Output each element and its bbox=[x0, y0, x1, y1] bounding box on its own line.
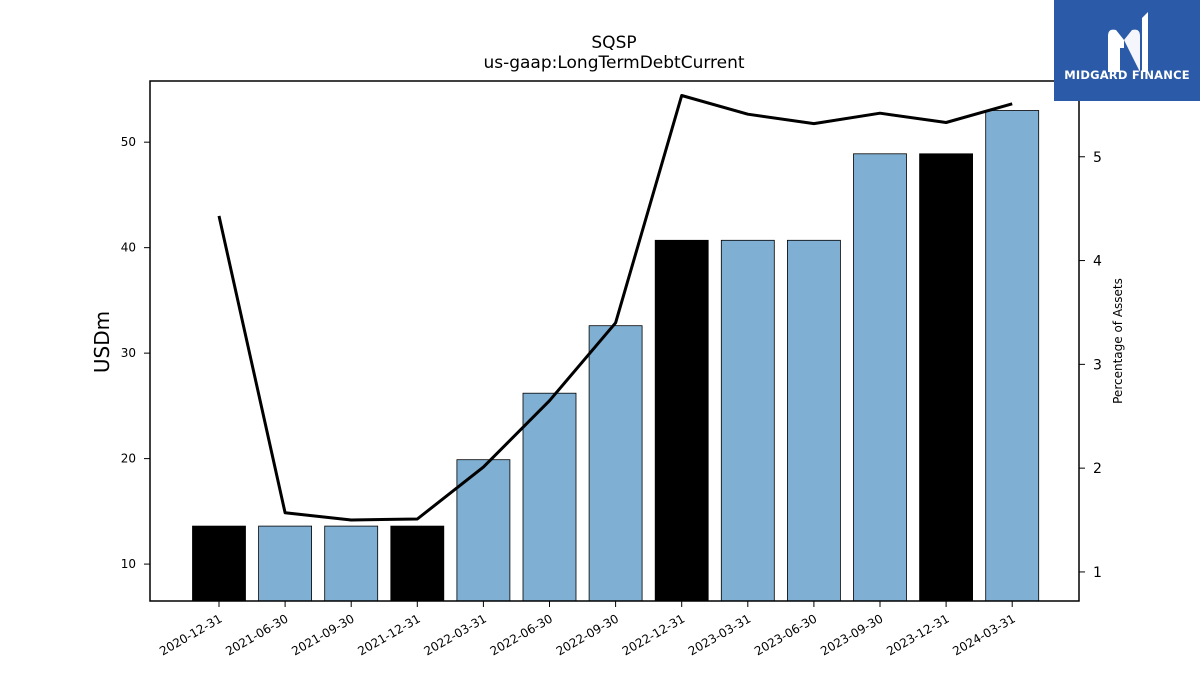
chart-title: SQSP bbox=[591, 33, 636, 53]
bar bbox=[324, 525, 379, 602]
logo-mark-icon bbox=[1108, 12, 1148, 73]
y-tick-label: 10 bbox=[121, 557, 136, 571]
plot-frame bbox=[149, 80, 1080, 602]
x-axis: 2020-12-312021-06-302021-09-302021-12-31… bbox=[157, 601, 1018, 658]
y-axis-label: USDm bbox=[90, 311, 114, 373]
x-tick-label: 2023-12-31 bbox=[884, 611, 951, 658]
x-tick-label: 2021-09-30 bbox=[289, 611, 356, 658]
bar bbox=[192, 525, 246, 602]
y-axis-left: 10 20 30 40 50 bbox=[121, 135, 150, 571]
bar bbox=[456, 459, 511, 602]
bar bbox=[522, 392, 577, 602]
x-tick-label: 2023-09-30 bbox=[818, 611, 885, 658]
logo-text: MIDGARD FINANCE bbox=[1064, 68, 1190, 82]
x-tick-label: 2022-12-31 bbox=[620, 611, 687, 658]
y-tick-label: 20 bbox=[121, 452, 136, 466]
bar bbox=[654, 239, 709, 602]
y-tick-label: 50 bbox=[121, 135, 136, 149]
x-tick-label: 2022-03-31 bbox=[421, 611, 488, 658]
y2-axis-label: Percentage of Assets bbox=[1111, 278, 1125, 404]
y2-tick-label: 1 bbox=[1093, 565, 1102, 581]
series-line bbox=[217, 94, 1013, 522]
y2-tick-label: 3 bbox=[1093, 357, 1102, 373]
x-tick-label: 2021-06-30 bbox=[223, 611, 290, 658]
y-axis-right: 1 2 3 4 5 bbox=[1079, 150, 1102, 581]
y-tick-label: 40 bbox=[121, 241, 136, 255]
y2-tick-label: 5 bbox=[1093, 150, 1102, 166]
bar bbox=[787, 239, 841, 602]
x-tick-label: 2024-03-31 bbox=[950, 611, 1017, 658]
brand-logo: MIDGARD FINANCE bbox=[1054, 0, 1200, 101]
bar bbox=[720, 239, 775, 602]
bar bbox=[853, 153, 907, 602]
bar bbox=[588, 325, 643, 602]
x-tick-label: 2020-12-31 bbox=[157, 611, 224, 658]
x-tick-label: 2022-09-30 bbox=[554, 611, 621, 658]
x-tick-label: 2023-03-31 bbox=[686, 611, 753, 658]
y2-tick-label: 4 bbox=[1093, 254, 1102, 270]
line-layer bbox=[217, 94, 1013, 522]
x-tick-label: 2023-06-30 bbox=[752, 611, 819, 658]
y-tick-label: 30 bbox=[121, 346, 136, 360]
bar bbox=[390, 525, 445, 602]
x-tick-label: 2021-12-31 bbox=[355, 611, 422, 658]
bar bbox=[258, 525, 313, 602]
bar bbox=[985, 110, 1040, 602]
bar bbox=[919, 153, 973, 602]
chart-subtitle: us-gaap:LongTermDebtCurrent bbox=[483, 53, 744, 73]
y2-tick-label: 2 bbox=[1093, 461, 1102, 477]
bars bbox=[192, 110, 1040, 602]
x-tick-label: 2022-06-30 bbox=[488, 611, 555, 658]
